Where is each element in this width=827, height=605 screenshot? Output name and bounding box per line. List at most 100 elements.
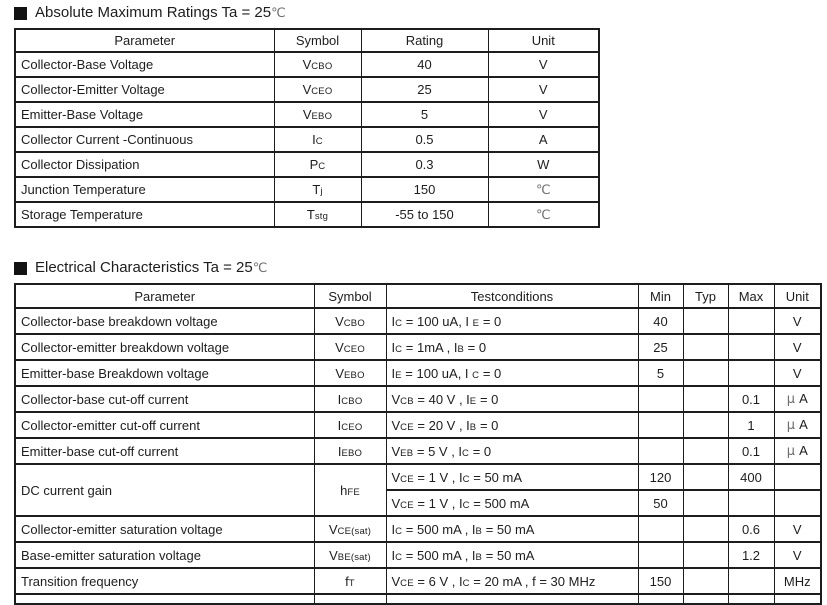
typ-cell [682, 307, 729, 335]
rating-cell: 5 [360, 101, 489, 128]
typ-cell [682, 385, 729, 413]
unit-cell [773, 489, 822, 517]
unit-cell: μ A [773, 411, 822, 439]
condition-cell: IC = 500 mA , IB = 50 mA [385, 541, 639, 569]
symbol-cell: fT [313, 567, 387, 595]
max-cell [727, 359, 775, 387]
table-row-clipped [14, 593, 822, 604]
typ-cell [682, 411, 729, 439]
min-cell [637, 593, 684, 604]
black-square-icon [14, 7, 27, 20]
table-row: VCE = 1 V , IC = 500 mA 50 [15, 489, 822, 517]
column-header-unit: Unit [487, 28, 600, 53]
symbol-cell: IEBO [313, 437, 387, 465]
min-cell: 40 [637, 307, 684, 335]
condition-cell: IE = 100 uA, I C = 0 [385, 359, 639, 387]
unit-cell: A [487, 126, 600, 153]
parameter-cell: Collector Dissipation [14, 151, 275, 178]
parameter-cell: Collector Current -Continuous [14, 126, 275, 153]
parameter-cell: Junction Temperature [14, 176, 275, 203]
column-header-parameter: Parameter [14, 283, 315, 309]
min-cell [637, 411, 684, 439]
table-row: Collector Current -Continuous IC 0.5 A [14, 126, 600, 153]
column-header-symbol: Symbol [313, 283, 387, 309]
unit-cell: V [487, 76, 600, 103]
section-heading: Electrical Characteristics Ta = 25℃ [14, 259, 827, 278]
unit-cell: V [773, 359, 822, 387]
parameter-cell: Emitter-Base Voltage [14, 101, 275, 128]
table-row: Collector-Base Voltage VCBO 40 V [14, 51, 600, 78]
absolute-max-ratings-section: Absolute Maximum Ratings Ta = 25℃ Parame… [14, 4, 827, 228]
unit-cell: W [487, 151, 600, 178]
typ-cell [682, 515, 729, 543]
max-cell: 0.1 [727, 385, 775, 413]
table-row: Storage Temperature Tstg -55 to 150 ℃ [14, 201, 600, 228]
electrical-characteristics-section: Electrical Characteristics Ta = 25℃ Para… [14, 259, 827, 605]
max-cell: 0.1 [727, 437, 775, 465]
max-cell: 0.6 [727, 515, 775, 543]
max-cell [727, 567, 775, 595]
rating-cell: 25 [360, 76, 489, 103]
max-cell: 400 [727, 463, 775, 491]
table-header-row: Parameter Symbol Rating Unit [14, 28, 600, 53]
condition-cell: VEB = 5 V , IC = 0 [385, 437, 639, 465]
typ-cell [682, 593, 729, 604]
min-cell [637, 515, 684, 543]
symbol-cell: PC [273, 151, 362, 178]
min-cell: 50 [637, 489, 684, 517]
typ-cell [682, 489, 729, 517]
rating-cell: 40 [360, 51, 489, 78]
unit-cell: μ A [773, 385, 822, 413]
table-row: Emitter-Base Voltage VEBO 5 V [14, 101, 600, 128]
column-header-max: Max [727, 283, 775, 309]
table-row: Base-emitter saturation voltage VBE(sat)… [14, 541, 822, 569]
column-header-min: Min [637, 283, 684, 309]
symbol-cell: VEBO [273, 101, 362, 128]
table-row: Collector-base cut-off current ICBO VCB … [14, 385, 822, 413]
condition-cell: VCE = 6 V , IC = 20 mA , f = 30 MHz [385, 567, 639, 595]
symbol-cell: VCEO [313, 333, 387, 361]
symbol-cell: Tj [273, 176, 362, 203]
table-row: Collector-Emitter Voltage VCEO 25 V [14, 76, 600, 103]
symbol-cell: ICEO [313, 411, 387, 439]
unit-cell: ℃ [487, 201, 600, 228]
min-cell: 25 [637, 333, 684, 361]
rating-cell: 0.3 [360, 151, 489, 178]
condition-cell [385, 593, 639, 604]
unit-cell: V [487, 51, 600, 78]
section-heading: Absolute Maximum Ratings Ta = 25℃ [14, 4, 827, 23]
section-title: Electrical Characteristics Ta = 25℃ [35, 259, 268, 276]
electrical-characteristics-table: Parameter Symbol Testconditions Min Typ … [14, 283, 822, 605]
condition-cell: IC = 500 mA , IB = 50 mA [385, 515, 639, 543]
max-cell: 1 [727, 411, 775, 439]
typ-cell [682, 541, 729, 569]
min-cell: 150 [637, 567, 684, 595]
rating-cell: -55 to 150 [360, 201, 489, 228]
typ-cell [682, 359, 729, 387]
parameter-cell: Collector-emitter cut-off current [14, 411, 315, 439]
parameter-cell: Collector-base breakdown voltage [14, 307, 315, 335]
condition-cell: VCE = 1 V , IC = 500 mA [385, 489, 639, 517]
parameter-cell: Collector-emitter breakdown voltage [14, 333, 315, 361]
max-cell [727, 307, 775, 335]
parameter-cell: Base-emitter saturation voltage [14, 541, 315, 569]
parameter-cell: Emitter-base cut-off current [14, 437, 315, 465]
parameter-cell: Emitter-base Breakdown voltage [14, 359, 315, 387]
symbol-cell: VBE(sat) [313, 541, 387, 569]
unit-cell: V [773, 541, 822, 569]
column-header-typ: Typ [682, 283, 729, 309]
parameter-cell [14, 593, 315, 604]
column-header-testconditions: Testconditions [385, 283, 639, 309]
unit-cell: V [773, 515, 822, 543]
column-header-rating: Rating [360, 28, 489, 53]
condition-cell: VCE = 20 V , IB = 0 [385, 411, 639, 439]
column-header-unit: Unit [773, 283, 822, 309]
column-header-parameter: Parameter [14, 28, 275, 53]
min-cell [637, 437, 684, 465]
symbol-cell: hFE [313, 463, 387, 517]
table-row: Transition frequency fT VCE = 6 V , IC =… [14, 567, 822, 595]
max-cell [727, 593, 775, 604]
section-title: Absolute Maximum Ratings Ta = 25℃ [35, 4, 286, 21]
min-cell [637, 385, 684, 413]
